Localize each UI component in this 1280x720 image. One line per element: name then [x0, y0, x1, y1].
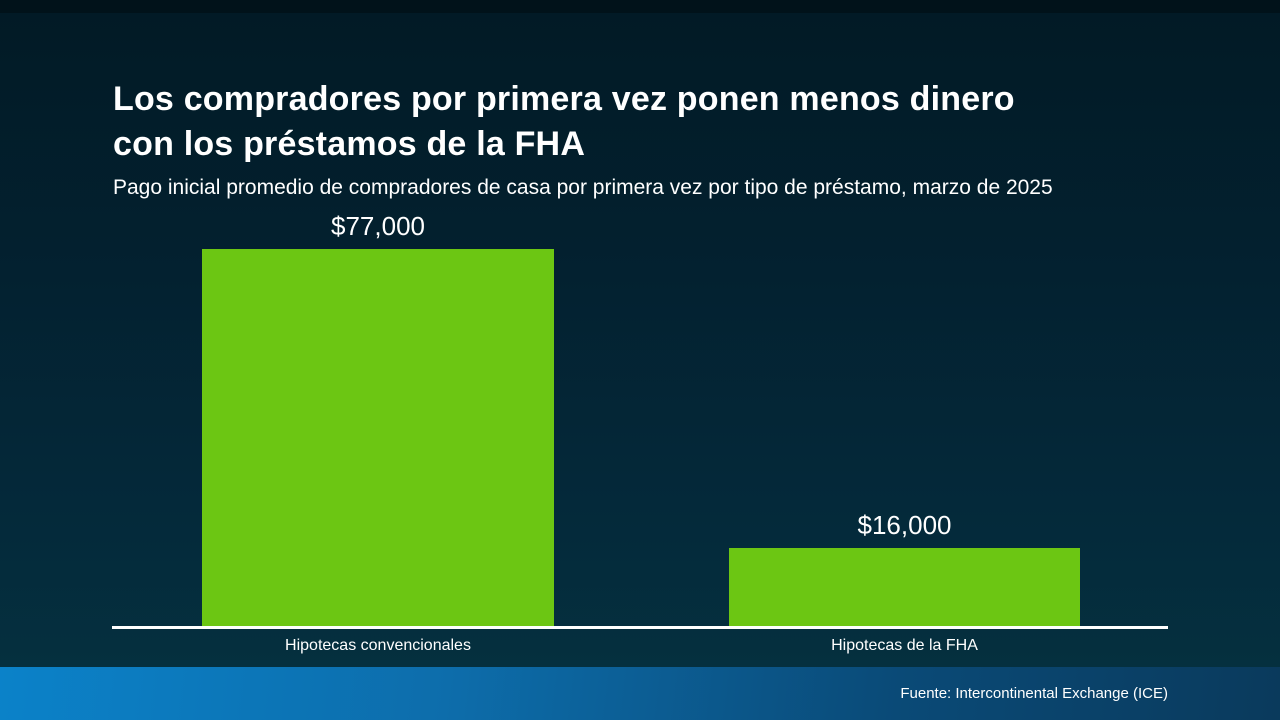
x-axis-label-conventional: Hipotecas convencionales [285, 637, 471, 654]
bar-group-fha: $16,000 [729, 510, 1080, 626]
source-text: Fuente: Intercontinental Exchange (ICE) [900, 685, 1168, 702]
bar-conventional [202, 249, 554, 626]
value-label-conventional: $77,000 [331, 211, 425, 241]
chart-title: Los compradores por primera vez ponen me… [113, 77, 1173, 167]
value-label-fha: $16,000 [857, 510, 952, 540]
source-footer: Fuente: Intercontinental Exchange (ICE) [0, 667, 1280, 720]
bar-fha [729, 548, 1080, 626]
x-axis-label-fha: Hipotecas de la FHA [831, 637, 978, 654]
chart-subtitle: Pago inicial promedio de compradores de … [113, 176, 1053, 199]
x-axis-line [112, 626, 1168, 629]
bar-group-conventional: $77,000 [202, 211, 554, 626]
top-strip [0, 0, 1280, 13]
chart-title-line-2: con los préstamos de la FHA [113, 124, 586, 163]
chart-title-line-1: Los compradores por primera vez ponen me… [113, 79, 1015, 118]
